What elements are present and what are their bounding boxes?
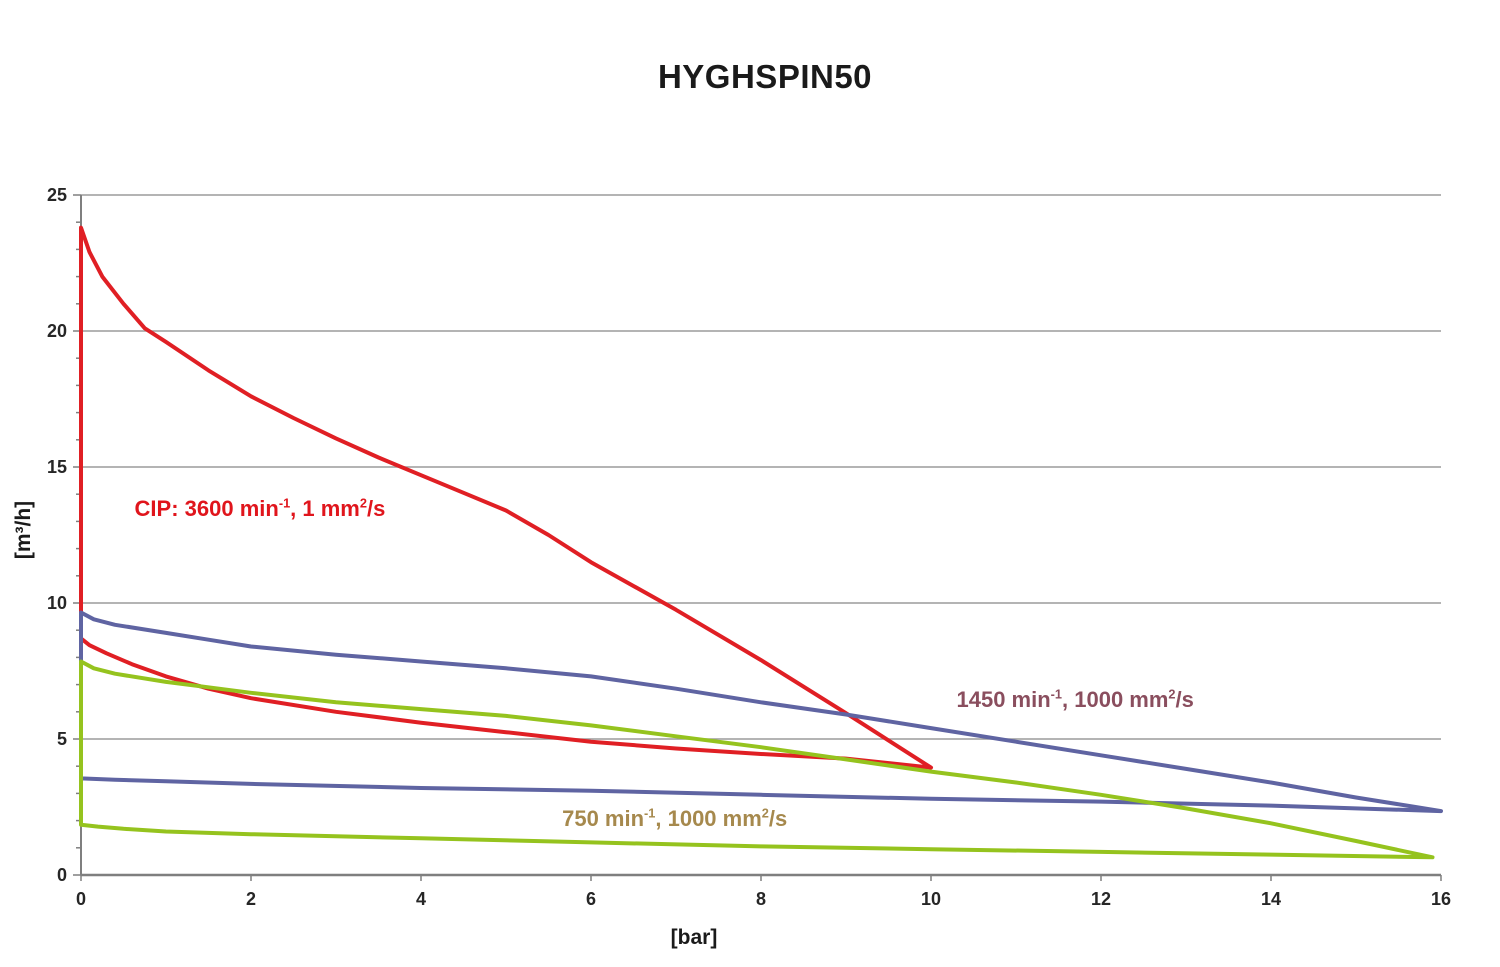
annotation-text: , 1 mm [290, 496, 360, 522]
series-line-750 [79, 659, 1435, 860]
y-tick-label: 25 [47, 185, 67, 205]
annotation-text: /s [366, 496, 386, 522]
tick-labels-group: 0 2 4 6 8 10 12 14 16 0 5 10 15 20 25 [47, 185, 1451, 909]
x-tick-label: 4 [416, 889, 426, 909]
x-tick-label: 12 [1091, 889, 1111, 909]
annotation-text: , 1000 mm [655, 806, 762, 832]
annotation-cip-3600: CIP: 3600 min-1, 1 mm2/s [135, 494, 386, 524]
annotation-text: , 1000 mm [1062, 686, 1169, 712]
x-tick-label: 8 [756, 889, 766, 909]
gridlines-group [81, 194, 1441, 740]
annotation-superscript: 2 [761, 805, 769, 821]
annotation-superscript: -1 [644, 805, 656, 821]
annotation-text: 750 min [562, 806, 645, 832]
x-axis-label: [bar] [670, 926, 718, 949]
x-tick-label: 6 [586, 889, 596, 909]
y-tick-label: 10 [47, 593, 67, 613]
chart-title: HYGHSPIN50 [657, 58, 873, 95]
y-tick-label: 0 [57, 865, 67, 885]
series-line-1450 [79, 610, 1443, 814]
annotation-text: CIP: 3600 min [134, 496, 279, 522]
annotation-superscript: -1 [278, 495, 291, 511]
y-tick-label: 20 [47, 321, 67, 341]
x-tick-label: 16 [1431, 889, 1451, 909]
y-tick-label: 15 [47, 457, 67, 477]
annotation-superscript: 2 [359, 495, 367, 511]
x-tick-label: 10 [921, 889, 941, 909]
annotation-superscript: 2 [1168, 686, 1176, 702]
annotation-750: 750 min-1, 1000 mm2/s [562, 804, 787, 834]
y-tick-label: 5 [57, 729, 67, 749]
annotation-1450: 1450 min-1, 1000 mm2/s [957, 685, 1194, 715]
x-tick-label: 2 [246, 889, 256, 909]
x-tick-label: 0 [76, 889, 86, 909]
annotation-text: 1450 min [956, 686, 1051, 712]
annotation-text: /s [768, 806, 788, 832]
x-tick-label: 14 [1261, 889, 1281, 909]
annotation-superscript: -1 [1050, 686, 1063, 702]
series-group [79, 225, 1443, 860]
annotation-text: /s [1175, 686, 1194, 712]
axes-group [80, 195, 1441, 877]
